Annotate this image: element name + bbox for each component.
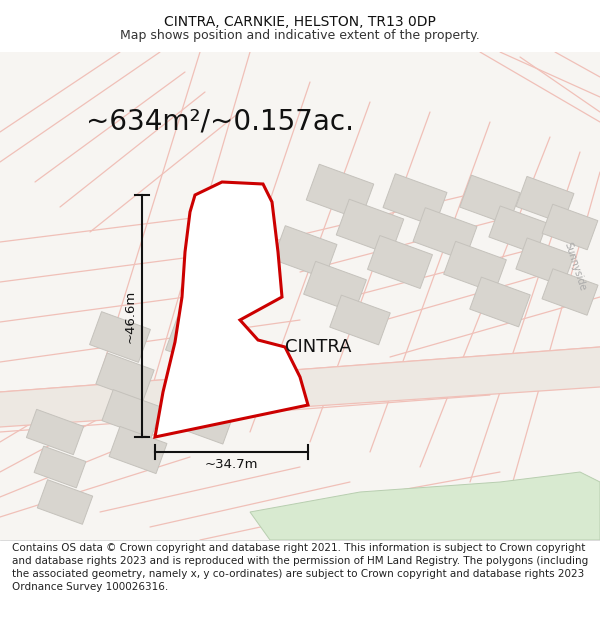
Polygon shape — [413, 208, 477, 261]
Polygon shape — [470, 277, 530, 327]
Polygon shape — [176, 396, 234, 444]
Polygon shape — [489, 206, 547, 254]
Text: Map shows position and indicative extent of the property.: Map shows position and indicative extent… — [120, 29, 480, 42]
Polygon shape — [26, 409, 83, 454]
Polygon shape — [250, 472, 600, 540]
Polygon shape — [460, 175, 520, 225]
Polygon shape — [89, 312, 151, 362]
Polygon shape — [336, 199, 404, 255]
Polygon shape — [172, 358, 228, 406]
Polygon shape — [383, 174, 447, 226]
Polygon shape — [304, 261, 367, 312]
Text: ~34.7m: ~34.7m — [205, 458, 258, 471]
Polygon shape — [102, 389, 162, 438]
Text: ~46.6m: ~46.6m — [124, 289, 137, 342]
Polygon shape — [443, 241, 506, 292]
Polygon shape — [34, 446, 86, 488]
Polygon shape — [542, 204, 598, 250]
Text: CINTRA: CINTRA — [285, 338, 351, 356]
Polygon shape — [306, 164, 374, 220]
Text: Contains OS data © Crown copyright and database right 2021. This information is : Contains OS data © Crown copyright and d… — [12, 542, 588, 592]
Polygon shape — [0, 347, 600, 427]
Polygon shape — [273, 226, 337, 278]
Polygon shape — [109, 426, 167, 474]
Text: ~634m²/~0.157ac.: ~634m²/~0.157ac. — [86, 108, 354, 136]
Polygon shape — [516, 238, 574, 286]
Polygon shape — [330, 295, 390, 345]
Polygon shape — [542, 269, 598, 315]
Text: Sunnyside: Sunnyside — [562, 241, 587, 292]
Polygon shape — [516, 176, 574, 224]
Polygon shape — [155, 182, 308, 437]
Polygon shape — [166, 317, 224, 367]
Polygon shape — [37, 480, 92, 524]
Text: CINTRA, CARNKIE, HELSTON, TR13 0DP: CINTRA, CARNKIE, HELSTON, TR13 0DP — [164, 14, 436, 29]
Polygon shape — [368, 236, 433, 289]
Polygon shape — [96, 353, 154, 401]
